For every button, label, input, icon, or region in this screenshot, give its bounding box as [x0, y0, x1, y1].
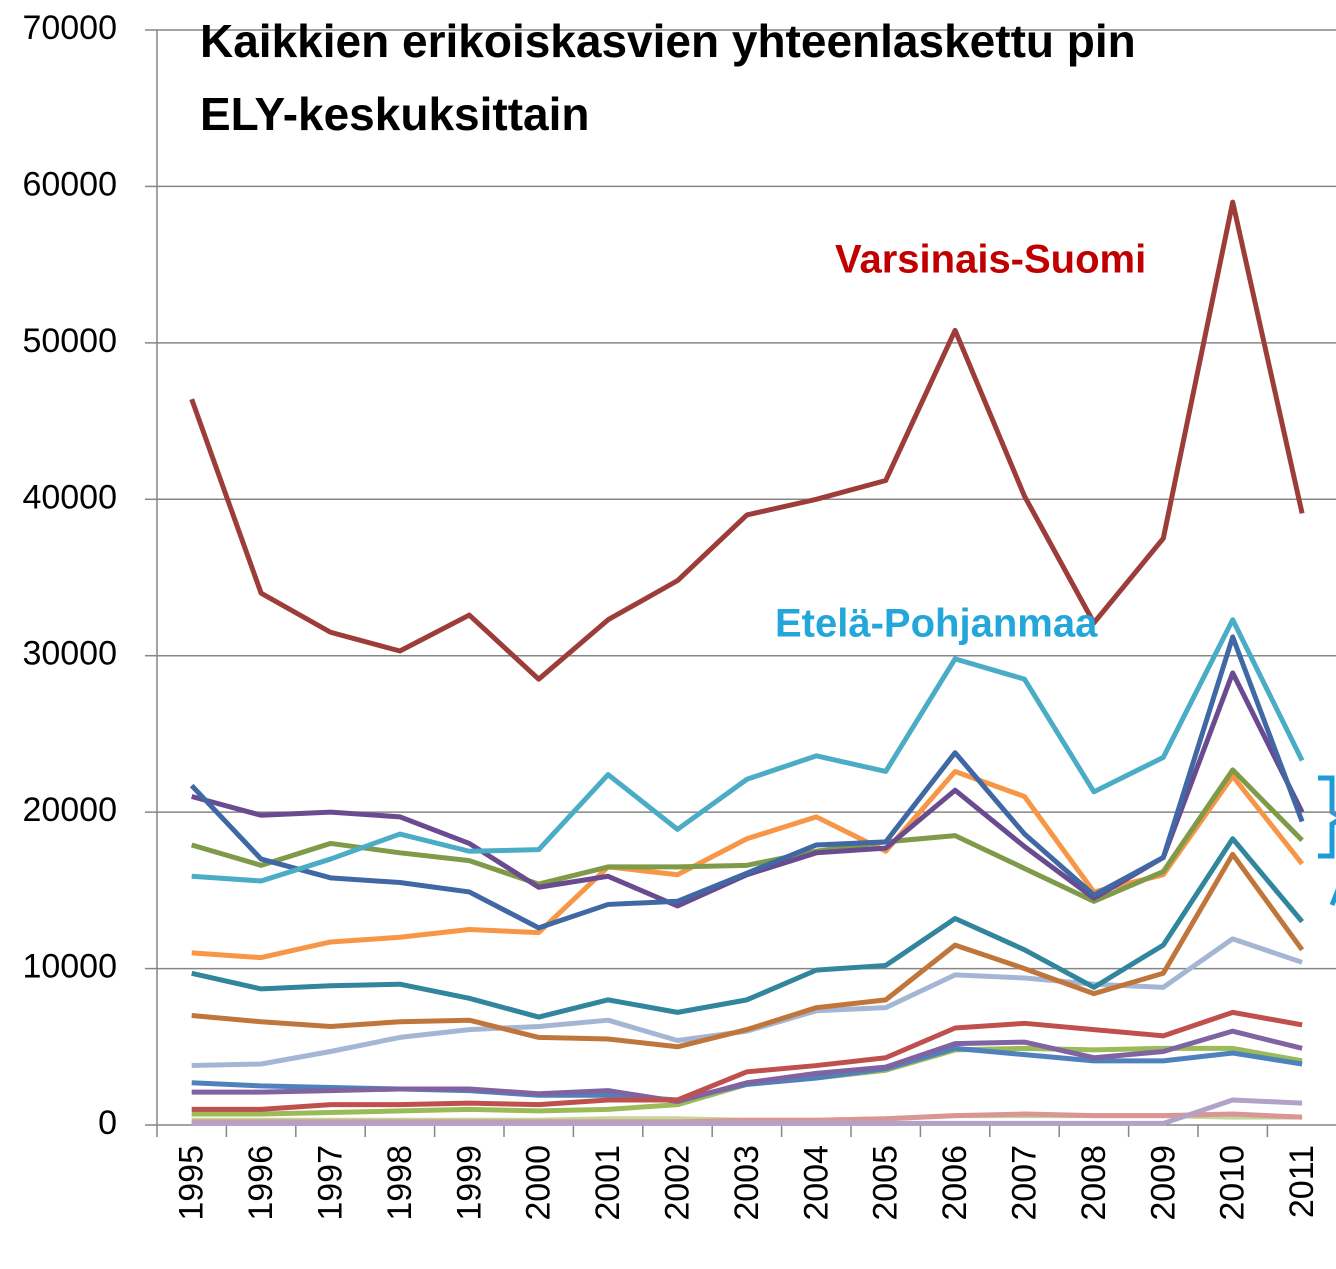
x-tick-label: 2008	[1075, 1145, 1113, 1221]
x-tick-label: 1995	[173, 1145, 211, 1221]
x-tick-label: 2003	[728, 1145, 766, 1221]
y-tick-label: 0	[98, 1104, 117, 1142]
chart-title: Kaikkien erikoiskasvien yhteenlaskettu p…	[200, 15, 1136, 67]
series-line	[191, 851, 1305, 1050]
y-tick-label: 20000	[22, 791, 117, 829]
y-tick-label: 50000	[22, 322, 117, 360]
series-line	[191, 836, 1305, 1020]
x-tick-label: 2009	[1144, 1145, 1182, 1221]
x-tick-label: 2005	[867, 1145, 905, 1221]
series-line	[189, 634, 1305, 931]
y-tick-label: 10000	[22, 948, 117, 986]
y-tick-label: 40000	[22, 478, 117, 516]
annotation: Etelä-Pohjanmaa	[775, 602, 1098, 646]
x-tick-label: 2000	[520, 1145, 558, 1221]
bracket	[1318, 775, 1336, 859]
x-tick-label: 1997	[311, 1145, 349, 1221]
x-tick-label: 2007	[1005, 1145, 1043, 1221]
series-line	[191, 1028, 1303, 1105]
x-tick-label: 1999	[450, 1145, 488, 1221]
x-tick-label: 2006	[936, 1145, 974, 1221]
annotation: Varsinais-Suomi	[835, 238, 1146, 282]
grid	[157, 29, 1336, 970]
x-tick-label: 2002	[658, 1145, 696, 1221]
x-tick-label: 2004	[797, 1145, 835, 1221]
x-tick-label: 2010	[1214, 1145, 1252, 1221]
series-line	[190, 767, 1304, 904]
x-tick-label: 2011	[1283, 1145, 1321, 1218]
series-line	[191, 1009, 1303, 1112]
y-tick-label: 70000	[22, 9, 117, 47]
y-tick-label: 60000	[22, 165, 117, 203]
series-line	[189, 199, 1305, 682]
chart-title: ELY-keskuksittain	[200, 88, 590, 140]
arrow	[1329, 888, 1336, 906]
x-tick-label: 1998	[381, 1145, 419, 1221]
series-line	[191, 617, 1305, 884]
y-tick-label: 30000	[22, 635, 117, 673]
x-tick-label: 1996	[242, 1145, 280, 1221]
series-line	[191, 1097, 1303, 1126]
x-tick-label: 2001	[589, 1145, 627, 1221]
